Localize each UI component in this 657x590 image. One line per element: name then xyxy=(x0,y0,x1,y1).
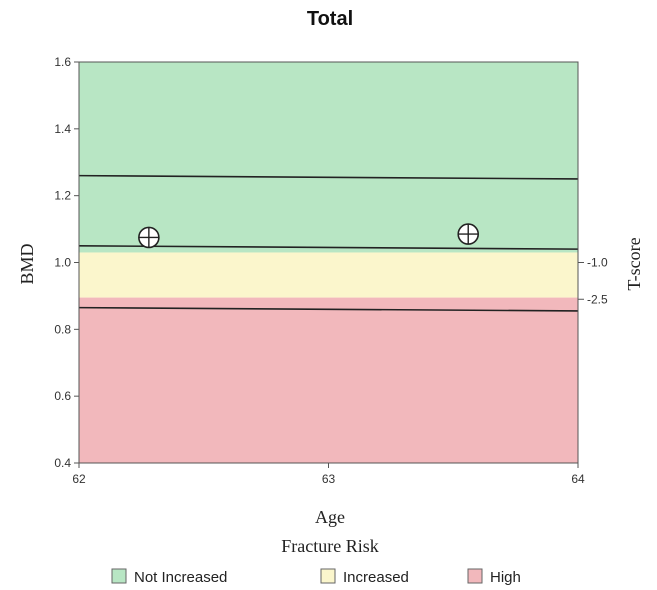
legend-swatch xyxy=(320,568,336,584)
x-tick-label: 62 xyxy=(72,472,86,486)
x-axis: 62 63 64 xyxy=(72,463,585,486)
data-point xyxy=(457,223,480,245)
legend-title: Fracture Risk xyxy=(281,536,378,556)
legend: Not Increased Increased High xyxy=(111,568,521,586)
y-tick-label: 0.8 xyxy=(54,322,71,336)
zone-not-increased xyxy=(79,62,578,253)
chart-title: Total xyxy=(307,8,353,30)
y-tick-label: 1.2 xyxy=(54,189,71,203)
y-axis: 0.4 0.6 0.8 1.0 1.2 1.4 1.6 xyxy=(54,55,79,470)
x-tick-label: 63 xyxy=(322,472,336,486)
risk-zones xyxy=(79,62,578,463)
zone-high xyxy=(79,297,578,463)
reference-line-1 xyxy=(78,174,579,180)
legend-swatch xyxy=(467,568,483,584)
reference-lines xyxy=(78,174,579,312)
reference-line-3 xyxy=(78,306,579,312)
t-score-axis: -1.0 -2.5 xyxy=(578,256,608,306)
legend-label: High xyxy=(490,569,521,586)
y-tick-label: 1.6 xyxy=(54,55,71,69)
y-tick-label: 1.4 xyxy=(54,122,71,136)
t-score-tick-label: -2.5 xyxy=(587,292,608,306)
reference-line-2 xyxy=(78,244,579,250)
y-tick-label: 1.0 xyxy=(54,256,71,270)
data-points xyxy=(138,223,480,249)
legend-item-increased: Increased xyxy=(320,568,409,586)
legend-item-high: High xyxy=(467,568,521,586)
x-axis-label: Age xyxy=(315,507,345,527)
t-score-axis-label: T-score xyxy=(624,237,644,290)
data-point xyxy=(138,226,160,249)
y-tick-label: 0.6 xyxy=(54,389,71,403)
legend-swatch xyxy=(111,568,127,584)
x-tick-label: 64 xyxy=(571,472,585,486)
legend-label: Increased xyxy=(343,569,409,586)
legend-item-not-increased: Not Increased xyxy=(111,568,227,586)
t-score-tick-label: -1.0 xyxy=(587,256,608,270)
zone-increased xyxy=(79,252,578,298)
legend-label: Not Increased xyxy=(134,569,227,586)
y-tick-label: 0.4 xyxy=(54,456,71,470)
y-axis-label: BMD xyxy=(17,243,37,284)
